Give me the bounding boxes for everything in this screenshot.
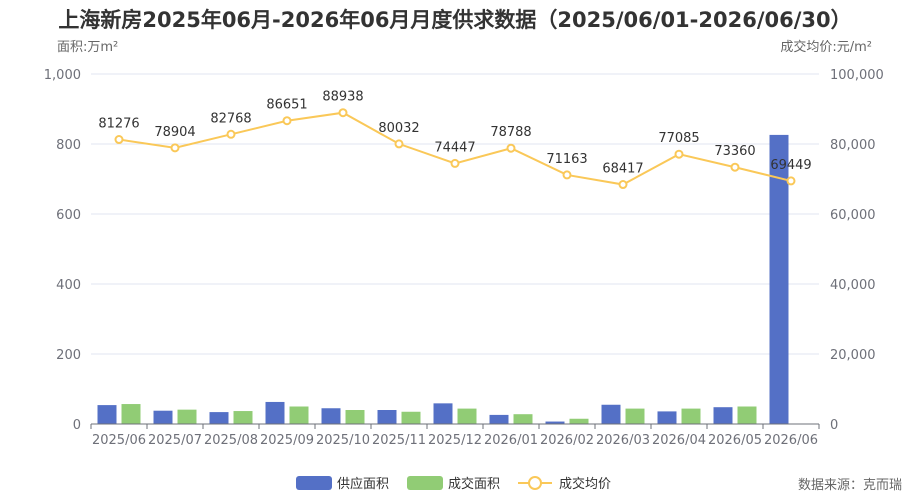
left-tick-label: 200 [56, 348, 81, 363]
price-point[interactable] [730, 162, 740, 172]
price-data-label: 69449 [770, 158, 811, 173]
bar-supply[interactable] [97, 405, 117, 424]
bars [97, 134, 789, 425]
bar-supply[interactable] [321, 408, 341, 424]
price-point[interactable] [618, 180, 628, 190]
x-tick-label: 2025/11 [372, 433, 426, 448]
legend-swatch-deal [407, 476, 443, 490]
price-data-label: 77085 [658, 131, 699, 146]
right-y-axis: 成交均价:元/m² 0 20,000 40,000 60,000 80,000 100,0… [780, 39, 883, 433]
price-data-label: 71163 [546, 152, 587, 167]
left-y-axis: 面积:万m² 0 200 400 600 800 1,000 [44, 40, 118, 433]
bar-supply[interactable] [265, 401, 285, 424]
bar-supply[interactable] [545, 421, 565, 424]
bar-supply[interactable] [657, 411, 677, 424]
left-tick-label: 400 [56, 278, 81, 293]
legend-item-deal[interactable]: 成交面积 [407, 476, 500, 492]
left-tick-label: 600 [56, 208, 81, 223]
price-point[interactable] [282, 116, 292, 126]
price-data-label: 74447 [434, 140, 475, 155]
legend-marker-price [528, 476, 542, 490]
bar-deal[interactable] [625, 408, 645, 424]
price-point[interactable] [562, 170, 572, 180]
bar-deal[interactable] [289, 406, 309, 425]
x-tick-label: 2025/06 [92, 433, 146, 448]
legend: 供应面积 成交面积 成交均价 [296, 476, 611, 492]
bar-deal[interactable] [737, 406, 757, 425]
price-data-label: 78788 [490, 125, 531, 140]
bar-deal[interactable] [569, 418, 589, 424]
price-point[interactable] [786, 176, 796, 186]
source-note: 数据来源：克而瑞 [798, 478, 902, 493]
left-tick-label: 1,000 [44, 68, 81, 83]
x-tick-label: 2025/09 [260, 433, 314, 448]
bar-supply[interactable] [433, 403, 453, 424]
price-data-label: 78904 [154, 125, 195, 140]
legend-item-price[interactable]: 成交均价 [518, 476, 611, 492]
x-tick-label: 2026/02 [540, 433, 594, 448]
right-tick-label: 0 [830, 418, 838, 433]
legend-label-supply: 供应面积 [337, 476, 389, 492]
x-tick-label: 2026/05 [708, 433, 762, 448]
right-tick-label: 40,000 [830, 278, 876, 293]
bar-deal[interactable] [233, 411, 253, 424]
bar-supply[interactable] [153, 410, 173, 424]
bar-supply[interactable] [769, 134, 789, 424]
grid-lines [91, 73, 819, 355]
right-tick-label: 80,000 [830, 138, 876, 153]
price-data-label: 80032 [378, 121, 419, 136]
right-axis-unit: 成交均价:元/m² [780, 39, 872, 55]
bar-deal[interactable] [121, 404, 141, 424]
x-tick-label: 2025/12 [428, 433, 482, 448]
price-point[interactable] [450, 158, 460, 168]
price-point[interactable] [226, 129, 236, 139]
bar-deal[interactable] [457, 408, 477, 424]
price-line: 81276 78904 82768 86651 88938 80032 74447 78788… [98, 90, 812, 190]
price-point[interactable] [114, 135, 124, 145]
x-tick-label: 2025/07 [148, 433, 202, 448]
price-data-label: 73360 [714, 144, 755, 159]
bar-deal[interactable] [681, 408, 701, 424]
x-tick-label: 2026/03 [596, 433, 650, 448]
right-tick-label: 20,000 [830, 348, 876, 363]
right-tick-label: 100,000 [830, 68, 884, 83]
right-tick-label: 60,000 [830, 208, 876, 223]
legend-item-supply[interactable]: 供应面积 [296, 476, 389, 492]
legend-swatch-supply [296, 476, 332, 490]
bar-supply[interactable] [377, 410, 397, 424]
price-point[interactable] [394, 139, 404, 149]
bar-deal[interactable] [401, 411, 421, 424]
price-data-label: 82768 [210, 111, 251, 126]
price-point[interactable] [506, 143, 516, 153]
bar-deal[interactable] [513, 414, 533, 424]
price-point[interactable] [338, 108, 348, 118]
price-point[interactable] [674, 149, 684, 159]
x-tick-label: 2026/01 [484, 433, 538, 448]
x-tick-label: 2025/08 [204, 433, 258, 448]
left-tick-label: 0 [73, 418, 81, 433]
legend-label-deal: 成交面积 [448, 476, 500, 492]
x-tick-label: 2026/06 [764, 433, 818, 448]
price-data-label: 86651 [266, 98, 307, 113]
left-axis-unit: 面积:万m² [57, 40, 118, 55]
bar-supply[interactable] [209, 412, 229, 424]
price-data-label: 68417 [602, 162, 643, 177]
price-data-label: 88938 [322, 90, 363, 105]
bar-deal[interactable] [177, 409, 197, 424]
x-tick-label: 2026/04 [652, 433, 706, 448]
bar-supply[interactable] [489, 414, 509, 424]
x-axis: 2025/06 2025/07 2025/08 2025/09 2025/10 2025/… [90, 423, 820, 448]
chart-title: 上海新房2025年06月-2026年06月月度供求数据（2025/06/01-2… [58, 8, 852, 32]
left-tick-label: 800 [56, 138, 81, 153]
price-data-label: 81276 [98, 117, 139, 132]
legend-label-price: 成交均价 [559, 476, 611, 492]
bar-supply[interactable] [601, 404, 621, 424]
bar-supply[interactable] [713, 407, 733, 424]
x-tick-label: 2025/10 [316, 433, 370, 448]
price-point[interactable] [170, 143, 180, 153]
bar-deal[interactable] [345, 410, 365, 424]
